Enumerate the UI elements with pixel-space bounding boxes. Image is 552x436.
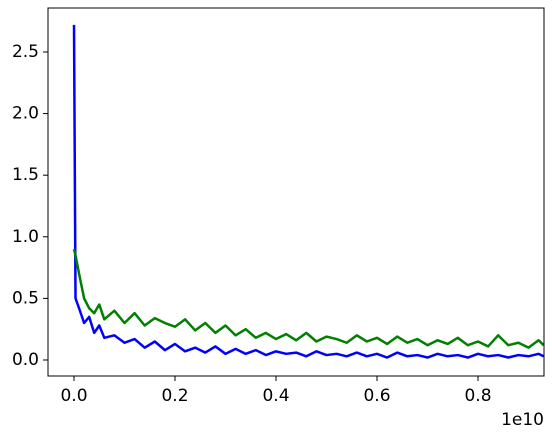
y-tick-label: 0.0 xyxy=(12,350,39,370)
plot-lines xyxy=(72,24,544,359)
x-offset-label: 1e10 xyxy=(501,410,544,430)
series-line xyxy=(72,24,544,359)
axes-frame xyxy=(47,7,545,377)
x-tick-label: 0.6 xyxy=(363,386,390,406)
y-tick-label: 2.0 xyxy=(12,104,39,124)
y-tick-label: 1.0 xyxy=(12,227,39,247)
series-line xyxy=(72,248,544,349)
x-tick-label: 0.4 xyxy=(262,386,289,406)
y-tick-label: 0.5 xyxy=(12,288,39,308)
x-tick-label: 0.8 xyxy=(464,386,491,406)
x-tick-label: 0.2 xyxy=(161,386,188,406)
y-tick-label: 2.5 xyxy=(12,42,39,62)
y-tick-label: 1.5 xyxy=(12,165,39,185)
x-tick-label: 0.0 xyxy=(60,386,87,406)
